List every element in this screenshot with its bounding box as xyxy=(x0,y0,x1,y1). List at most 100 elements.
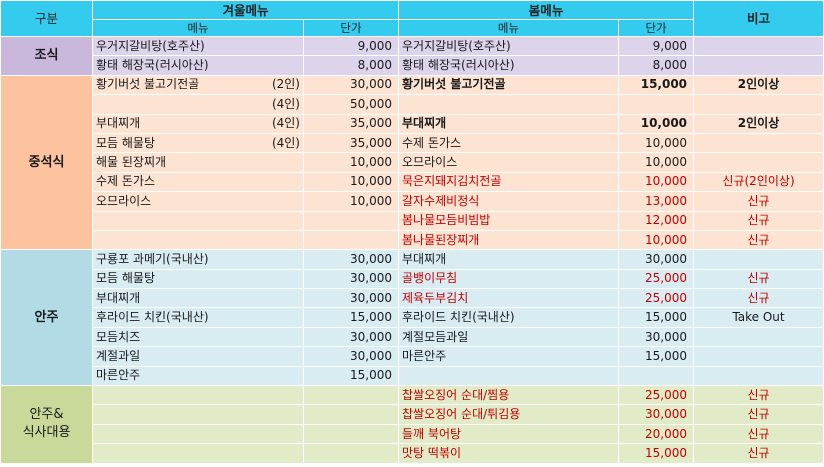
menu-row: 오므라이스 10,000 갈자수제비정식 13,000 신규 xyxy=(1,191,824,212)
winter-menu-cell: 오므라이스 xyxy=(92,191,304,212)
winter-menu-name: 모듬치즈 xyxy=(96,329,141,344)
spring-price-cell: 30,000 xyxy=(618,404,695,425)
spring-menu-cell: 부대찌개 xyxy=(398,113,620,134)
spring-menu-cell: 제육두부김치 xyxy=(398,288,620,309)
winter-price-cell: 15,000 xyxy=(302,307,400,328)
note-cell xyxy=(693,94,824,115)
menu-row: 중석식 (2인) 황기버섯 불고기전골 30,000 황기버섯 불고기전골 15,000 2… xyxy=(0,74,824,251)
winter-menu-name: 모듬 해물탕 xyxy=(96,135,156,150)
spring-menu-cell xyxy=(398,365,620,387)
note-cell: 신규 xyxy=(693,210,824,231)
menu-row: 모듬치즈 30,000 계절모듬과일 30,000 xyxy=(1,326,824,348)
winter-price-cell xyxy=(302,443,400,464)
winter-menu-name: 계절과일 xyxy=(96,348,141,363)
winter-price-cell xyxy=(302,423,400,445)
note-cell: 신규 xyxy=(693,443,824,464)
winter-menu-col-header: 메뉴 xyxy=(92,19,304,37)
winter-price-cell: 15,000 xyxy=(302,365,400,387)
spring-price-cell: 12,000 xyxy=(618,210,695,231)
winter-price-cell: 30,000 xyxy=(302,326,400,348)
note-cell xyxy=(693,249,824,270)
spring-menu-cell: 봄나물된장찌개 xyxy=(398,229,620,251)
menu-row: 안주 구룡포 과메기(국내산) 30,000 부대찌개 30,000 xyxy=(0,249,824,387)
menu-row: (4인) 부대찌개 35,000 부대찌개 10,000 2인이상 xyxy=(1,113,824,134)
spring-menu-cell: 후라이드 치킨(국내산) xyxy=(398,307,620,328)
spring-menu-cell: 갈자수제비정식 xyxy=(398,191,620,212)
spring-price-col-header: 단가 xyxy=(618,19,695,37)
spring-menu-cell: 들깨 북어탕 xyxy=(398,423,620,445)
spring-menu-cell: 계절모듬과일 xyxy=(398,326,620,348)
winter-menu-cell: 후라이드 치킨(국내산) xyxy=(92,307,304,328)
spring-price-cell: 25,000 xyxy=(618,288,695,309)
winter-menu-name: 수제 돈가스 xyxy=(96,174,156,189)
note-cell xyxy=(693,55,824,76)
winter-price-cell: 30,000 xyxy=(302,249,400,270)
spring-menu-cell: 맛탕 떡볶이 xyxy=(398,443,620,464)
menu-row: 황태 해장국(러시아산) 8,000 황태 해장국(러시아산) 8,000 xyxy=(1,55,824,76)
notes-header: 비고 xyxy=(693,0,824,37)
spring-price-cell xyxy=(618,94,695,115)
menu-row: 봄나물된장찌개 10,000 신규 xyxy=(1,229,824,251)
menu-row: 맛탕 떡볶이 15,000 신규 xyxy=(1,443,824,464)
note-cell xyxy=(693,35,824,57)
spring-price-cell: 20,000 xyxy=(618,423,695,445)
winter-price-cell: 10,000 xyxy=(302,171,400,193)
spring-price-cell: 10,000 xyxy=(618,229,695,251)
note-cell: 2인이상 xyxy=(693,113,824,134)
winter-serving-size: (4인) xyxy=(271,135,300,150)
winter-menu-cell: 우거지갈비탕(호주산) xyxy=(92,35,304,57)
category-header: 구분 xyxy=(0,0,93,37)
note-cell xyxy=(693,346,824,367)
winter-price-cell: 50,000 xyxy=(302,94,400,115)
spring-price-cell: 30,000 xyxy=(618,326,695,348)
menu-row: 부대찌개 30,000 제육두부김치 25,000 신규 xyxy=(1,288,824,309)
spring-price-cell: 15,000 xyxy=(618,74,695,96)
winter-price-cell: 30,000 xyxy=(302,346,400,367)
note-cell: 신규 xyxy=(693,404,824,425)
winter-menu-cell: 해물 된장찌개 xyxy=(92,152,304,173)
note-cell: 신규 xyxy=(693,288,824,309)
note-cell: 신규 xyxy=(693,423,824,445)
winter-menu-cell: 수제 돈가스 xyxy=(92,171,304,193)
note-cell: 신규 xyxy=(693,385,824,406)
spring-menu-cell: 오므라이스 xyxy=(398,152,620,173)
winter-menu-cell xyxy=(92,385,304,406)
menu-row: 계절과일 30,000 마른안주 15,000 xyxy=(1,346,824,367)
spring-menu-cell: 수제 돈가스 xyxy=(398,132,620,154)
winter-price-cell: 30,000 xyxy=(302,74,400,96)
spring-price-cell: 10,000 xyxy=(618,113,695,134)
category-cell: 중석식 xyxy=(0,74,93,251)
spring-menu-header: 봄메뉴 xyxy=(398,0,695,20)
winter-price-cell xyxy=(302,229,400,251)
winter-menu-name: 구룡포 과메기(국내산) xyxy=(96,251,209,266)
winter-menu-name: 해물 된장찌개 xyxy=(96,155,167,170)
winter-menu-cell: 모듬치즈 xyxy=(92,326,304,348)
note-cell: 신규 xyxy=(693,229,824,251)
winter-menu-cell: 구룡포 과메기(국내산) xyxy=(92,249,304,270)
spring-price-cell xyxy=(618,365,695,387)
winter-price-cell: 9,000 xyxy=(302,35,400,57)
winter-menu-cell: 부대찌개 xyxy=(92,288,304,309)
menu-row: 후라이드 치킨(국내산) 15,000 후라이드 치킨(국내산) 15,000 Take… xyxy=(1,307,824,328)
winter-menu-cell xyxy=(92,423,304,445)
winter-price-cell: 35,000 xyxy=(302,113,400,134)
winter-price-cell: 8,000 xyxy=(302,55,400,76)
winter-serving-size: (2인) xyxy=(271,77,300,92)
spring-menu-cell: 찹쌀오징어 순대/튀김용 xyxy=(398,404,620,425)
spring-price-cell: 10,000 xyxy=(618,132,695,154)
header-row-sub: 메뉴 단가 메뉴 단가 xyxy=(1,19,824,37)
winter-price-cell: 10,000 xyxy=(302,191,400,212)
note-cell: 신규(2인이상) xyxy=(693,171,824,193)
winter-price-cell: 30,000 xyxy=(302,288,400,309)
spring-price-cell: 15,000 xyxy=(618,307,695,328)
spring-price-cell: 10,000 xyxy=(618,171,695,193)
spring-menu-cell: 봄나물모듬비빔밥 xyxy=(398,210,620,231)
spring-menu-cell: 황기버섯 불고기전골 xyxy=(398,74,620,96)
menu-row: 찹쌀오징어 순대/튀김용 30,000 신규 xyxy=(1,404,824,425)
category-cell: 안주& 식사대용 xyxy=(0,385,93,464)
spring-price-cell: 13,000 xyxy=(618,191,695,212)
header-row-top: 구분 겨울메뉴 봄메뉴 비고 xyxy=(0,0,824,37)
menu-row: (4인) 50,000 xyxy=(1,94,824,115)
winter-price-cell xyxy=(302,404,400,425)
